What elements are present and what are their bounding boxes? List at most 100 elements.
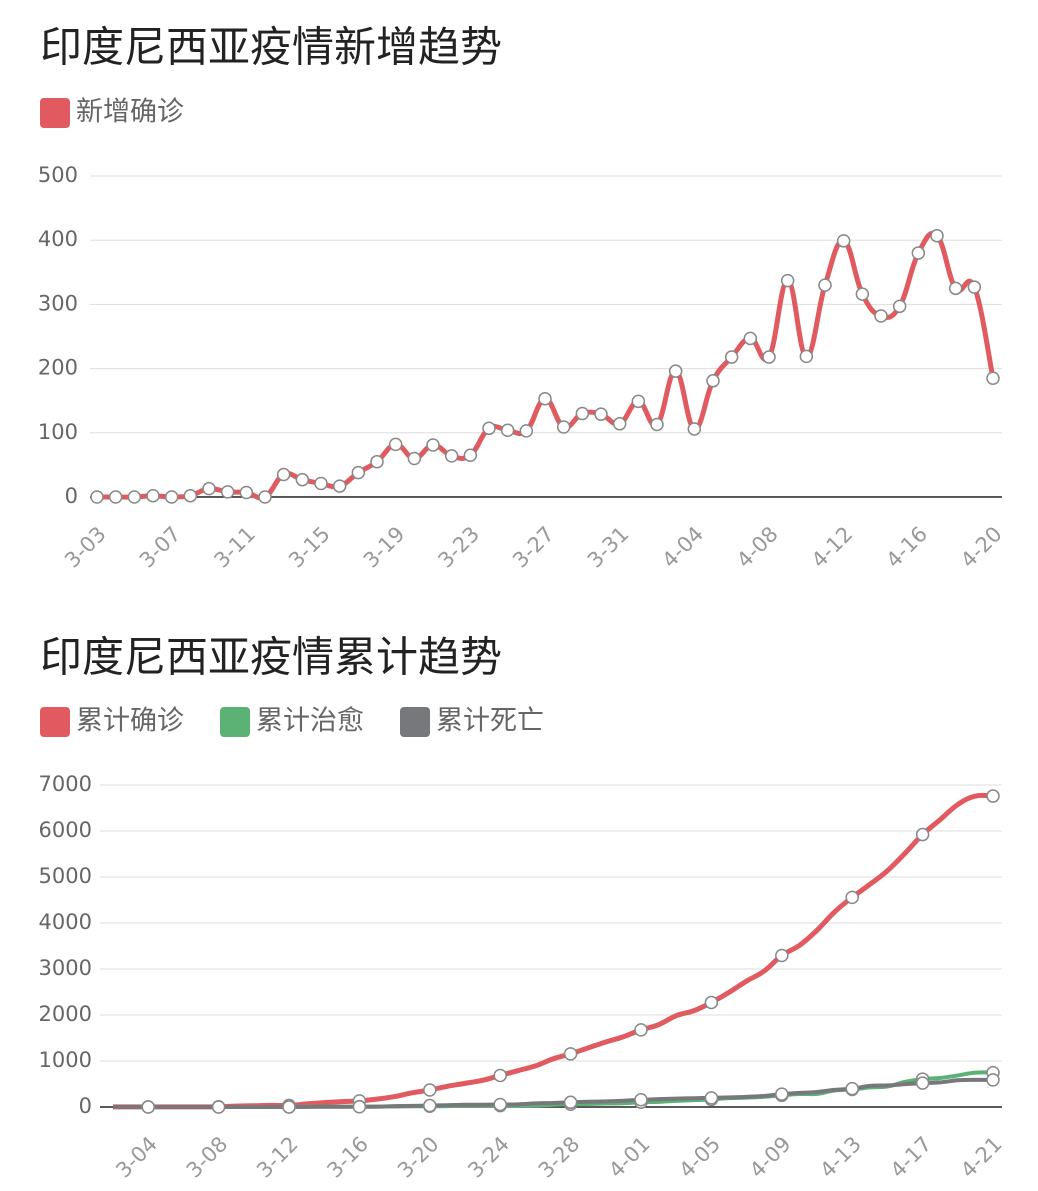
point-marker <box>463 448 478 463</box>
point-marker <box>780 273 795 288</box>
x-tick-label: 3-16 <box>322 1132 373 1183</box>
point-marker <box>493 1068 507 1083</box>
point-marker <box>563 1047 578 1061</box>
point-marker <box>239 485 254 500</box>
point-marker <box>332 479 347 493</box>
point-marker <box>388 437 403 452</box>
chart-title: 印度尼西亚疫情累计趋势 <box>40 633 502 682</box>
point-marker <box>594 407 608 421</box>
x-tick-label: 3-04 <box>111 1132 162 1183</box>
point-marker <box>634 1023 648 1037</box>
point-marker <box>352 1100 367 1114</box>
x-tick-label: 3-24 <box>463 1132 514 1183</box>
point-marker <box>423 1083 437 1097</box>
point-marker <box>762 350 776 364</box>
y-tick-label: 2000 <box>39 1002 92 1026</box>
x-tick-label: 3-23 <box>433 522 484 573</box>
y-tick-label: 6000 <box>39 818 92 842</box>
point-marker <box>743 331 758 346</box>
point-marker <box>575 406 590 421</box>
point-marker <box>706 374 720 388</box>
legend-swatch <box>40 98 70 128</box>
legend-label: 新增确诊 <box>76 97 184 128</box>
point-marker <box>915 827 930 842</box>
point-marker <box>500 423 515 437</box>
point-marker <box>276 467 291 482</box>
x-tick-label: 3-28 <box>534 1132 585 1183</box>
x-tick-label: 4-13 <box>815 1132 866 1183</box>
point-marker <box>314 476 328 491</box>
x-tick-label: 4-21 <box>956 1132 1007 1183</box>
x-tick-label: 3-08 <box>182 1132 233 1183</box>
point-marker <box>482 421 496 436</box>
x-tick-label: 3-15 <box>284 522 335 573</box>
x-tick-label: 4-17 <box>886 1132 937 1183</box>
y-tick-label: 400 <box>38 227 78 251</box>
legend-label: 累计治愈 <box>256 706 364 737</box>
point-marker <box>836 234 851 248</box>
point-marker <box>493 1097 507 1112</box>
point-marker <box>202 481 216 496</box>
x-tick-label: 4-09 <box>745 1132 796 1183</box>
x-tick-label: 3-12 <box>252 1132 303 1183</box>
point-marker <box>370 454 384 469</box>
point-marker <box>407 451 422 466</box>
x-tick-label: 3-11 <box>209 522 260 573</box>
point-marker <box>818 278 832 292</box>
point-marker <box>423 1098 437 1113</box>
point-marker <box>351 465 366 480</box>
point-marker <box>538 392 552 406</box>
point-marker <box>986 1073 1000 1087</box>
point-marker <box>986 371 1000 385</box>
x-tick-label: 3-19 <box>359 522 410 573</box>
legend-swatch <box>40 707 70 737</box>
x-tick-label: 3-07 <box>135 522 186 573</box>
x-tick-label: 4-01 <box>604 1132 655 1183</box>
point-marker <box>704 1091 719 1105</box>
y-tick-label: 300 <box>38 291 78 315</box>
x-tick-label: 4-08 <box>732 522 783 573</box>
point-marker <box>183 488 198 503</box>
point-marker <box>556 420 571 434</box>
y-tick-label: 500 <box>38 163 78 187</box>
point-marker <box>164 490 179 504</box>
x-tick-label: 3-31 <box>583 522 634 573</box>
point-marker <box>519 424 534 438</box>
point-marker <box>127 490 142 504</box>
y-tick-label: 100 <box>38 420 78 444</box>
x-tick-label: 4-05 <box>674 1132 725 1183</box>
point-marker <box>141 1100 155 1114</box>
point-marker <box>220 485 235 499</box>
x-tick-label: 4-12 <box>807 522 858 573</box>
point-marker <box>948 281 963 296</box>
point-marker <box>146 488 160 503</box>
point-marker <box>845 1081 859 1096</box>
point-marker <box>631 394 646 409</box>
point-marker <box>911 246 926 260</box>
point-marker <box>967 280 982 294</box>
point-marker <box>915 1076 930 1090</box>
series-line <box>113 1077 994 1110</box>
x-tick-label: 4-16 <box>881 522 932 573</box>
point-marker <box>444 449 459 463</box>
legend-swatch <box>220 707 250 737</box>
y-tick-label: 3000 <box>39 956 92 980</box>
x-tick-label: 3-03 <box>60 522 111 573</box>
point-marker <box>258 490 272 504</box>
legend-swatch <box>400 707 430 737</box>
point-marker <box>563 1095 578 1110</box>
point-marker <box>650 417 664 432</box>
point-marker <box>612 417 627 431</box>
y-tick-label: 0 <box>79 1094 92 1118</box>
chart-title: 印度尼西亚疫情新增趋势 <box>40 23 502 72</box>
point-marker <box>634 1093 648 1107</box>
point-marker <box>704 995 719 1010</box>
y-tick-label: 7000 <box>39 772 92 796</box>
series-line <box>97 230 996 501</box>
point-marker <box>668 364 683 378</box>
point-marker <box>90 490 104 504</box>
